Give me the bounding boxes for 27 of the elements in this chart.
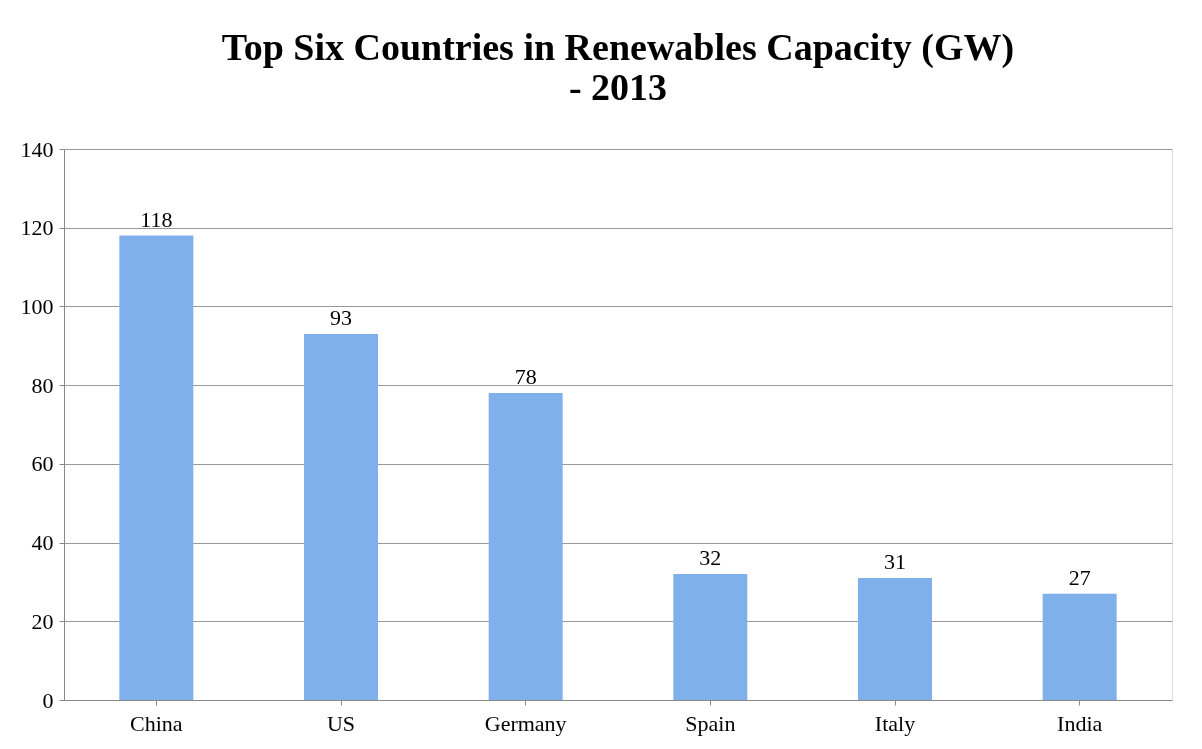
y-tick-label: 100	[20, 293, 54, 319]
x-tick-label: Spain	[685, 710, 736, 736]
bar	[673, 574, 748, 700]
x-tick-label: India	[1057, 710, 1103, 736]
x-tick-label: Italy	[874, 710, 916, 736]
y-tick-label: 40	[31, 530, 54, 556]
data-label: 93	[330, 304, 352, 330]
y-tick-label: 140	[20, 136, 54, 162]
y-tick-label: 80	[31, 372, 54, 398]
bar	[858, 577, 932, 700]
bar	[488, 393, 563, 700]
data-label: 78	[514, 364, 537, 390]
bar	[1042, 593, 1117, 700]
y-tick-label: 0	[42, 687, 54, 713]
data-label: 32	[699, 545, 722, 571]
bar	[304, 333, 378, 700]
data-label: 27	[1068, 564, 1091, 590]
y-tick-label: 20	[31, 608, 54, 634]
chart-title: Top Six Countries in Renewables Capacity (GW) - 2013	[221, 26, 1015, 108]
x-tick-label: US	[326, 710, 356, 736]
x-tick-label: Germany	[484, 710, 567, 736]
data-label: 31	[884, 548, 906, 574]
y-tick-label: 60	[31, 451, 54, 477]
data-label: 118	[140, 206, 173, 232]
y-tick-label: 120	[20, 215, 54, 241]
bar	[119, 235, 194, 700]
x-tick-label: China	[130, 710, 183, 736]
